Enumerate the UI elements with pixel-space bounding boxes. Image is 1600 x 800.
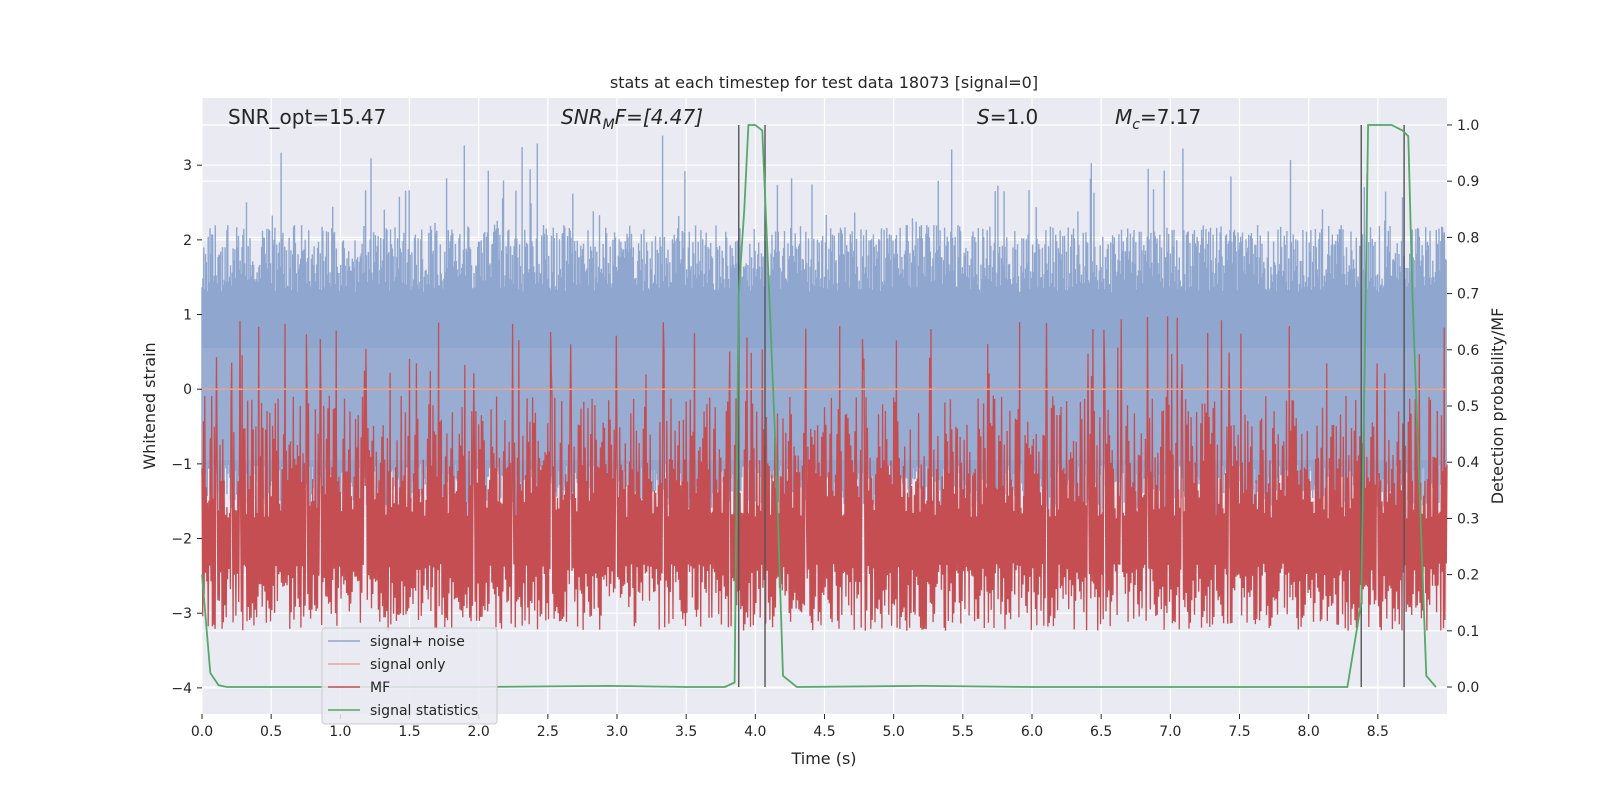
- y-left-tick-label: −2: [171, 532, 192, 548]
- x-tick-label: 2.5: [537, 724, 559, 740]
- x-tick-label: 6.5: [1090, 724, 1112, 740]
- mf-trace: [201, 316, 1448, 631]
- legend-box: [321, 627, 498, 725]
- x-tick-label: 7.0: [1159, 724, 1181, 740]
- y-right-tick-label: 0.8: [1457, 230, 1479, 246]
- y-right-tick-label: 0.6: [1457, 343, 1479, 359]
- legend-label-mf: MF: [370, 680, 390, 696]
- x-tick-label: 5.5: [952, 724, 974, 740]
- legend-label-signal-only: signal only: [370, 657, 445, 673]
- y-left-tick-label: 1: [183, 308, 192, 324]
- y-right-tick-label: 1.0: [1457, 118, 1479, 134]
- mc-annotation: Mc=7.17: [1115, 105, 1201, 133]
- y-left-tick-label: −3: [171, 606, 192, 622]
- x-tick-label: 3.0: [606, 724, 628, 740]
- y-left-tick-label: −4: [171, 681, 192, 697]
- x-tick-label: 6.0: [1021, 724, 1043, 740]
- x-tick-label: 1.0: [329, 724, 351, 740]
- x-tick-label: 7.5: [1228, 724, 1250, 740]
- y-right-tick-label: 0.2: [1457, 568, 1479, 584]
- x-tick-label: 4.0: [744, 724, 766, 740]
- x-tick-label: 0.0: [191, 724, 213, 740]
- mf-series: [201, 316, 1448, 631]
- snr-opt-annotation: SNR_opt=15.47: [228, 105, 386, 129]
- x-tick-label: 2.0: [468, 724, 490, 740]
- y-right-tick-label: 0.9: [1457, 174, 1479, 190]
- x-axis-ticks: 0.0 0.5 1.0 1.5 2.0 2.5 3.0 3.5 4.0 4.5 5.0 5.5 6.0 6…: [191, 714, 1389, 740]
- x-axis-label: Time (s): [790, 749, 856, 768]
- x-tick-label: 3.5: [675, 724, 697, 740]
- y-right-tick-label: 0.1: [1457, 624, 1479, 640]
- y-right-tick-label: 0.4: [1457, 455, 1479, 471]
- y-left-axis-label: Whitened strain: [140, 342, 159, 469]
- y-left-axis-ticks: 3 2 1 0 −1 −2 −3 −4: [171, 158, 202, 697]
- y-left-tick-label: 0: [183, 382, 192, 398]
- x-tick-label: 1.5: [398, 724, 420, 740]
- x-tick-label: 8.0: [1298, 724, 1320, 740]
- x-tick-label: 0.5: [260, 724, 282, 740]
- y-right-tick-label: 0.7: [1457, 287, 1479, 303]
- y-left-tick-label: 3: [183, 158, 192, 174]
- y-right-axis-label: Detection probability/MF: [1488, 308, 1507, 505]
- legend-label-noise: signal+ noise: [370, 634, 465, 650]
- x-tick-label: 8.5: [1367, 724, 1389, 740]
- snr-mf-annotation: SNRMF=[4.47]: [561, 105, 703, 133]
- y-right-axis-ticks: 1.0 0.9 0.8 0.7 0.6 0.5 0.4 0.3 0.2 0.1 0.0: [1447, 118, 1479, 696]
- legend-label-statistics: signal statistics: [370, 703, 478, 719]
- s-annotation: S=1.0: [977, 105, 1038, 129]
- chart-title: stats at each timestep for test data 180…: [610, 73, 1038, 92]
- y-right-tick-label: 0.0: [1457, 680, 1479, 696]
- y-left-tick-label: 2: [183, 233, 192, 249]
- y-right-tick-label: 0.5: [1457, 399, 1479, 415]
- x-tick-label: 4.5: [813, 724, 835, 740]
- legend: signal+ noise signal only MF signal stat…: [321, 627, 498, 725]
- x-tick-label: 5.0: [883, 724, 905, 740]
- y-right-tick-label: 0.3: [1457, 511, 1479, 527]
- y-left-tick-label: −1: [171, 457, 192, 473]
